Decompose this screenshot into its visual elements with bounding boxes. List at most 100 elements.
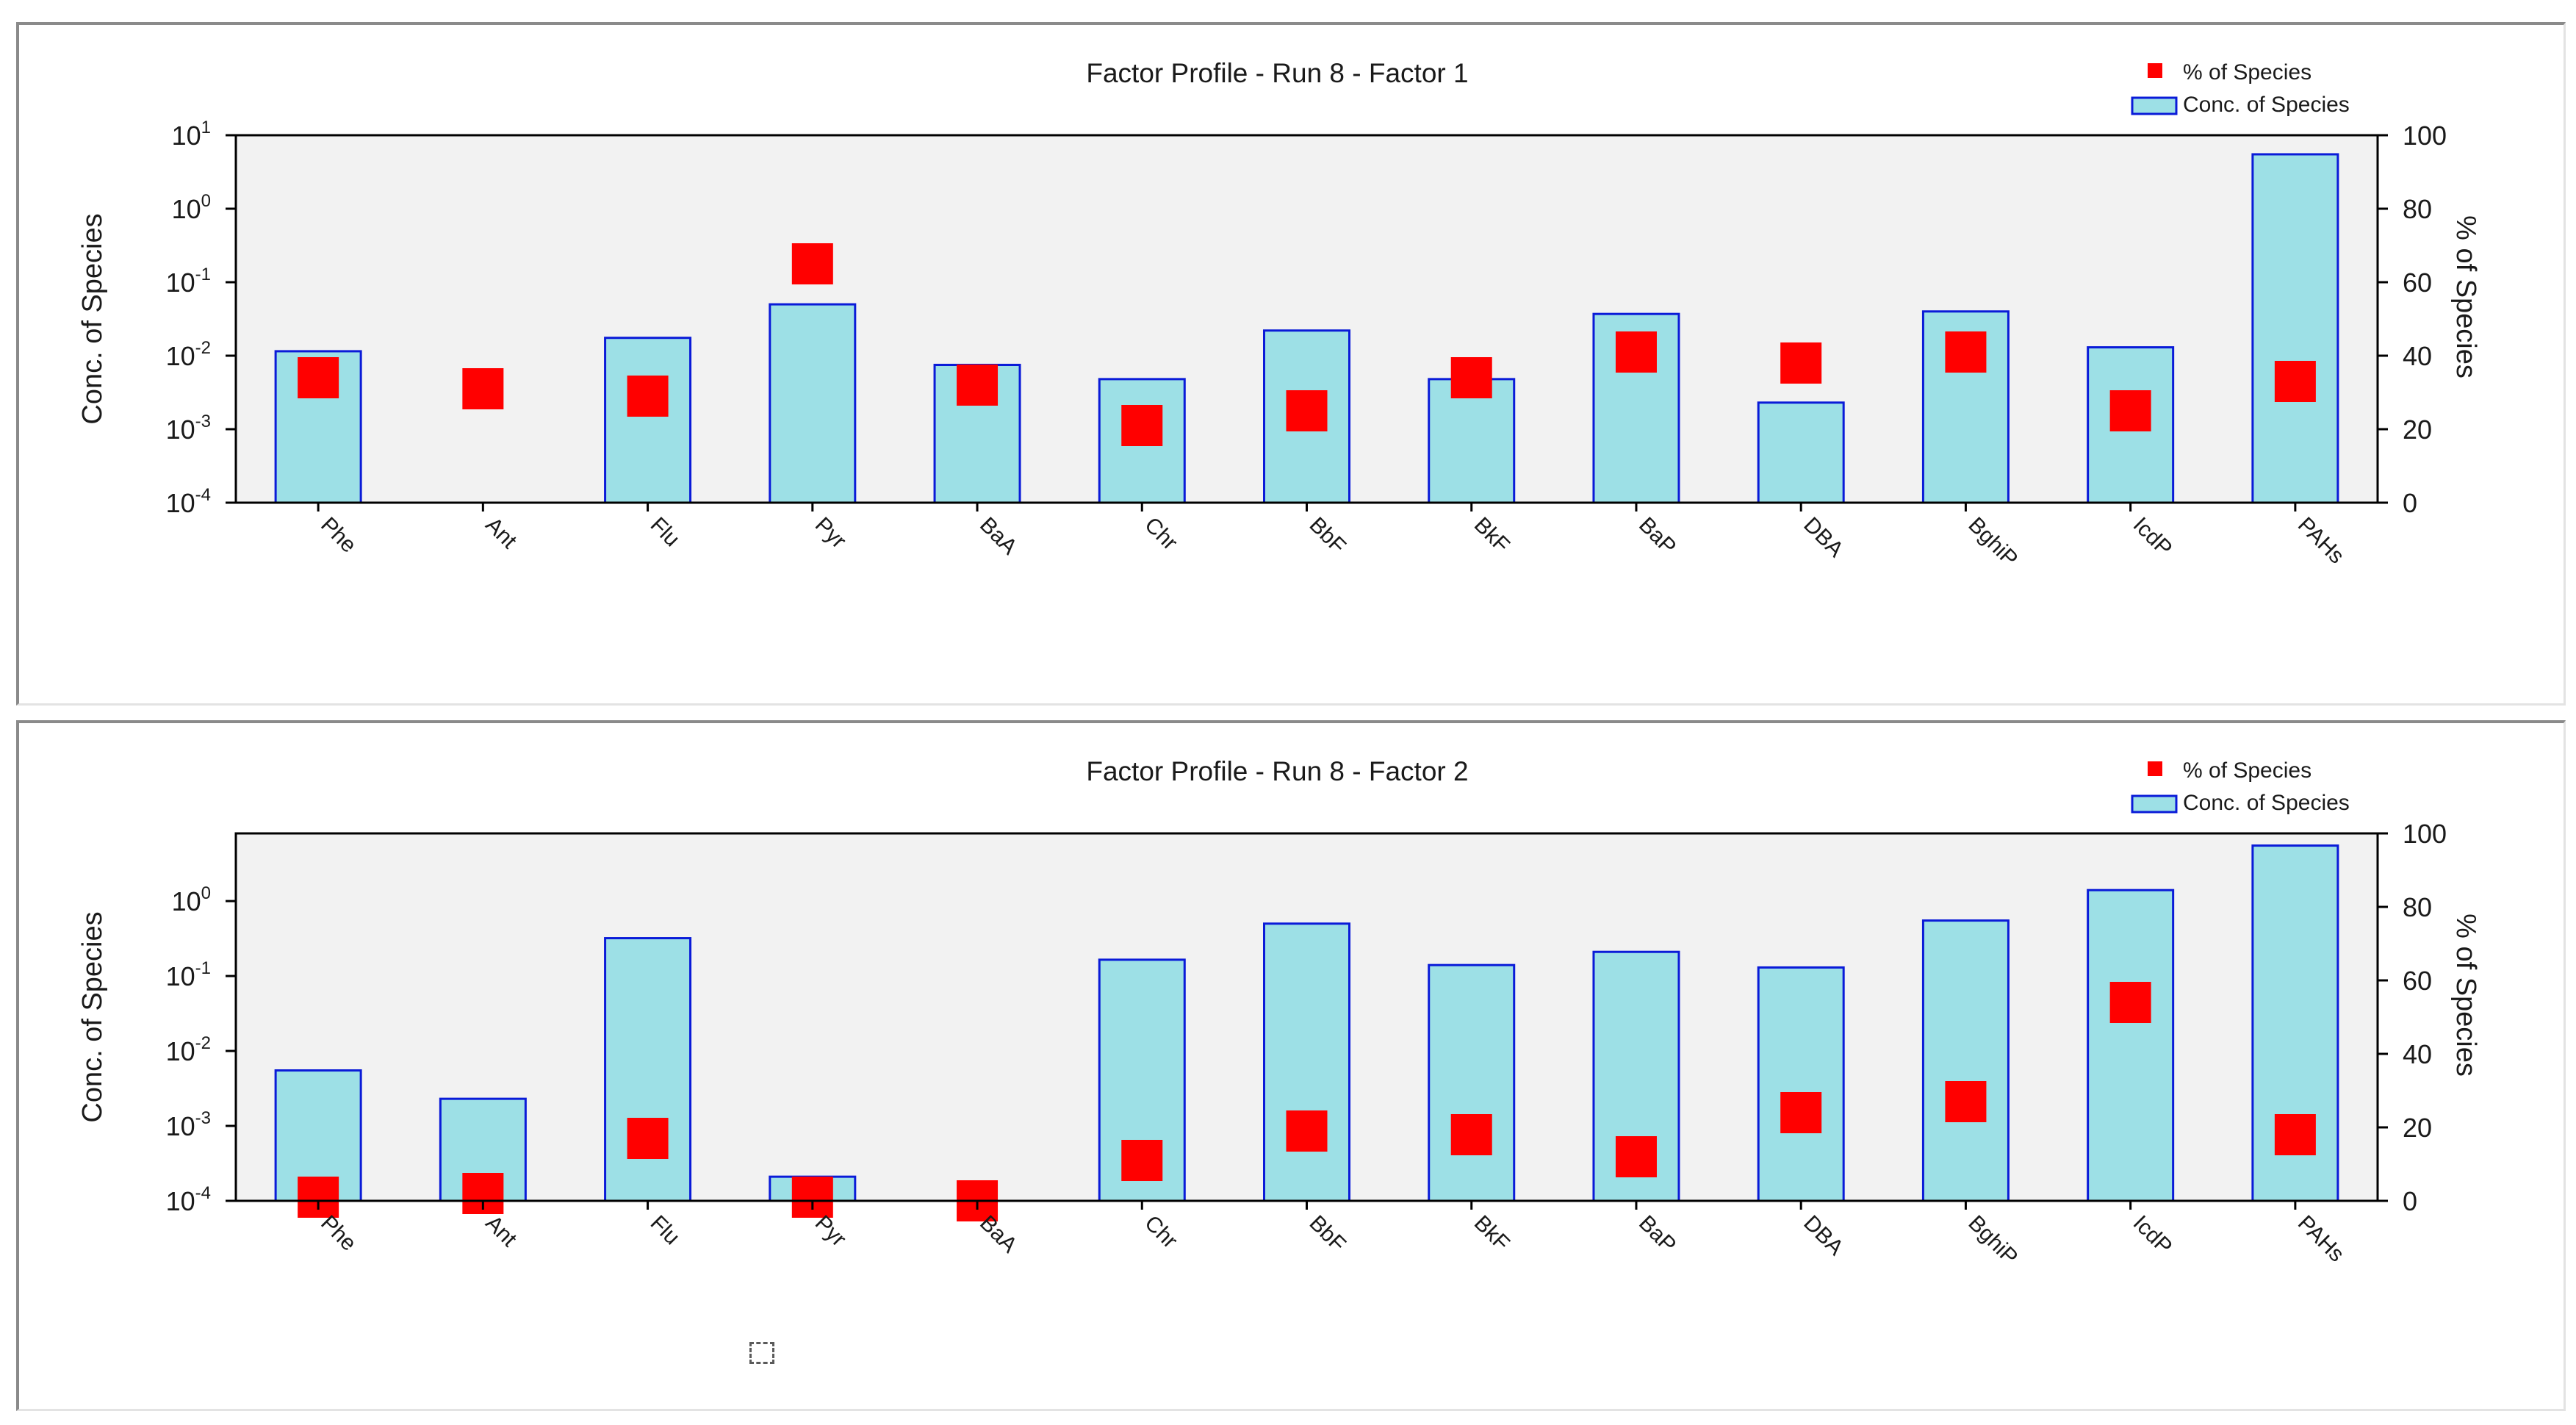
y-axis-title: Conc. of Species	[77, 213, 108, 424]
x-tick-label: Chr	[1140, 1211, 1182, 1254]
y2-tick-label: 20	[2403, 414, 2432, 445]
x-tick-label: BghiP	[1963, 1211, 2022, 1270]
factor-1-chart: Factor Profile - Run 8 - Factor 1 Phe Ant F…	[77, 58, 2481, 572]
y2-tick-label: 40	[2403, 341, 2432, 371]
x-tick-label: Flu	[646, 513, 685, 552]
y2-tick-label: 100	[2403, 819, 2447, 849]
x-tick-label: IcdP	[2129, 1211, 2177, 1260]
bar-bkf	[1428, 963, 1516, 1202]
y-tick-label: 100	[172, 883, 211, 916]
y-tick-label: 10-4	[166, 1183, 211, 1216]
legend-marker-swatch	[2148, 63, 2162, 78]
y2-tick-label: 0	[2403, 488, 2417, 518]
x-tick-label: BaP	[1634, 1211, 1680, 1257]
y-tick-label: 10-3	[166, 412, 211, 445]
bar-pyr	[769, 303, 857, 504]
marker-pahs	[2274, 361, 2316, 402]
x-tick-label: Ant	[481, 1211, 522, 1252]
x-tick-label: DBA	[1799, 1211, 1848, 1260]
selection-rectangle-icon	[749, 1342, 774, 1364]
marker-flu	[627, 1118, 669, 1159]
chart-title: Factor Profile - Run 8 - Factor 1	[1086, 58, 1468, 88]
marker-chr	[1121, 405, 1163, 446]
bar-icdp	[2087, 889, 2175, 1202]
legend-bar-label: Conc. of Species	[2183, 93, 2350, 117]
legend-bar-label: Conc. of Species	[2183, 791, 2350, 815]
marker-dba	[1780, 1092, 1822, 1133]
marker-flu	[627, 376, 669, 417]
marker-icdp	[2109, 390, 2151, 431]
marker-chr	[1121, 1140, 1163, 1181]
x-tick-label: Phe	[316, 513, 361, 558]
marker-bap	[1615, 1136, 1657, 1177]
y-tick-label: 10-2	[166, 338, 211, 371]
factor-1-chart-panel: Factor Profile - Run 8 - Factor 1 Phe Ant F…	[16, 22, 2566, 706]
marker-bghip	[1945, 331, 1987, 373]
legend-marker-label: % of Species	[2183, 758, 2311, 783]
marker-pahs	[2274, 1114, 2316, 1155]
y2-axis-title: % of Species	[2450, 913, 2481, 1077]
marker-bbf	[1286, 1110, 1328, 1152]
marker-pyr	[791, 1177, 833, 1218]
legend-bar-swatch	[2131, 96, 2178, 115]
x-tick-label: BbF	[1305, 1211, 1350, 1257]
y-tick-label: 10-1	[166, 265, 211, 298]
bar-pahs	[2251, 153, 2339, 504]
bar-flu	[604, 337, 692, 504]
marker-icdp	[2109, 982, 2151, 1023]
marker-bap	[1615, 331, 1657, 373]
legend-marker-label: % of Species	[2183, 60, 2311, 85]
y2-tick-label: 80	[2403, 194, 2432, 224]
x-tick-label: Flu	[646, 1211, 685, 1250]
y-tick-label: 101	[172, 118, 211, 151]
chart-title: Factor Profile - Run 8 - Factor 2	[1086, 756, 1468, 786]
x-tick-label: PAHs	[2293, 513, 2349, 569]
marker-dba	[1780, 342, 1822, 384]
y2-tick-label: 80	[2403, 892, 2432, 922]
x-tick-label: BaP	[1634, 513, 1680, 559]
x-tick-label: BbF	[1305, 513, 1350, 559]
x-tick-label: Pyr	[810, 513, 851, 553]
y2-tick-label: 60	[2403, 966, 2432, 996]
y-tick-label: 10-2	[166, 1033, 211, 1066]
y-tick-label: 10-3	[166, 1108, 211, 1141]
y2-tick-label: 0	[2403, 1186, 2417, 1216]
marker-baa	[957, 365, 999, 406]
x-tick-label: IcdP	[2129, 513, 2177, 561]
y2-tick-label: 100	[2403, 121, 2447, 151]
y2-tick-label: 60	[2403, 268, 2432, 298]
x-tick-label: BaA	[975, 513, 1021, 559]
x-tick-label: BkF	[1469, 1211, 1514, 1256]
bar-bbf	[1263, 922, 1350, 1202]
legend-marker-swatch	[2148, 761, 2162, 776]
marker-bbf	[1286, 390, 1328, 431]
marker-bkf	[1450, 1114, 1492, 1155]
factor-2-chart-panel: Factor Profile - Run 8 - Factor 2 Phe Ant F…	[16, 720, 2566, 1411]
marker-bkf	[1450, 357, 1492, 398]
marker-bghip	[1945, 1081, 1987, 1122]
y-tick-label: 100	[172, 191, 211, 224]
legend-bar-swatch	[2131, 794, 2178, 814]
bar-dba	[1757, 966, 1845, 1202]
y2-tick-label: 20	[2403, 1113, 2432, 1143]
x-tick-label: Chr	[1140, 513, 1182, 556]
bar-dba	[1757, 401, 1845, 504]
marker-ant	[462, 368, 504, 409]
x-tick-label: Ant	[481, 513, 522, 554]
x-tick-label: PAHs	[2293, 1211, 2349, 1267]
x-tick-label: BkF	[1469, 513, 1514, 558]
marker-phe	[298, 357, 339, 398]
bar-bghip	[1921, 919, 2010, 1202]
y-tick-label: 10-4	[166, 485, 211, 518]
y2-tick-label: 40	[2403, 1039, 2432, 1069]
x-tick-label: DBA	[1799, 513, 1848, 562]
bar-bkf	[1428, 378, 1516, 504]
y2-axis-title: % of Species	[2450, 215, 2481, 378]
marker-phe	[298, 1177, 339, 1218]
x-tick-label: BghiP	[1963, 513, 2022, 572]
bar-flu	[604, 937, 692, 1202]
y-axis-title: Conc. of Species	[77, 911, 108, 1122]
marker-pyr	[791, 243, 833, 284]
y-tick-label: 10-1	[166, 958, 211, 991]
